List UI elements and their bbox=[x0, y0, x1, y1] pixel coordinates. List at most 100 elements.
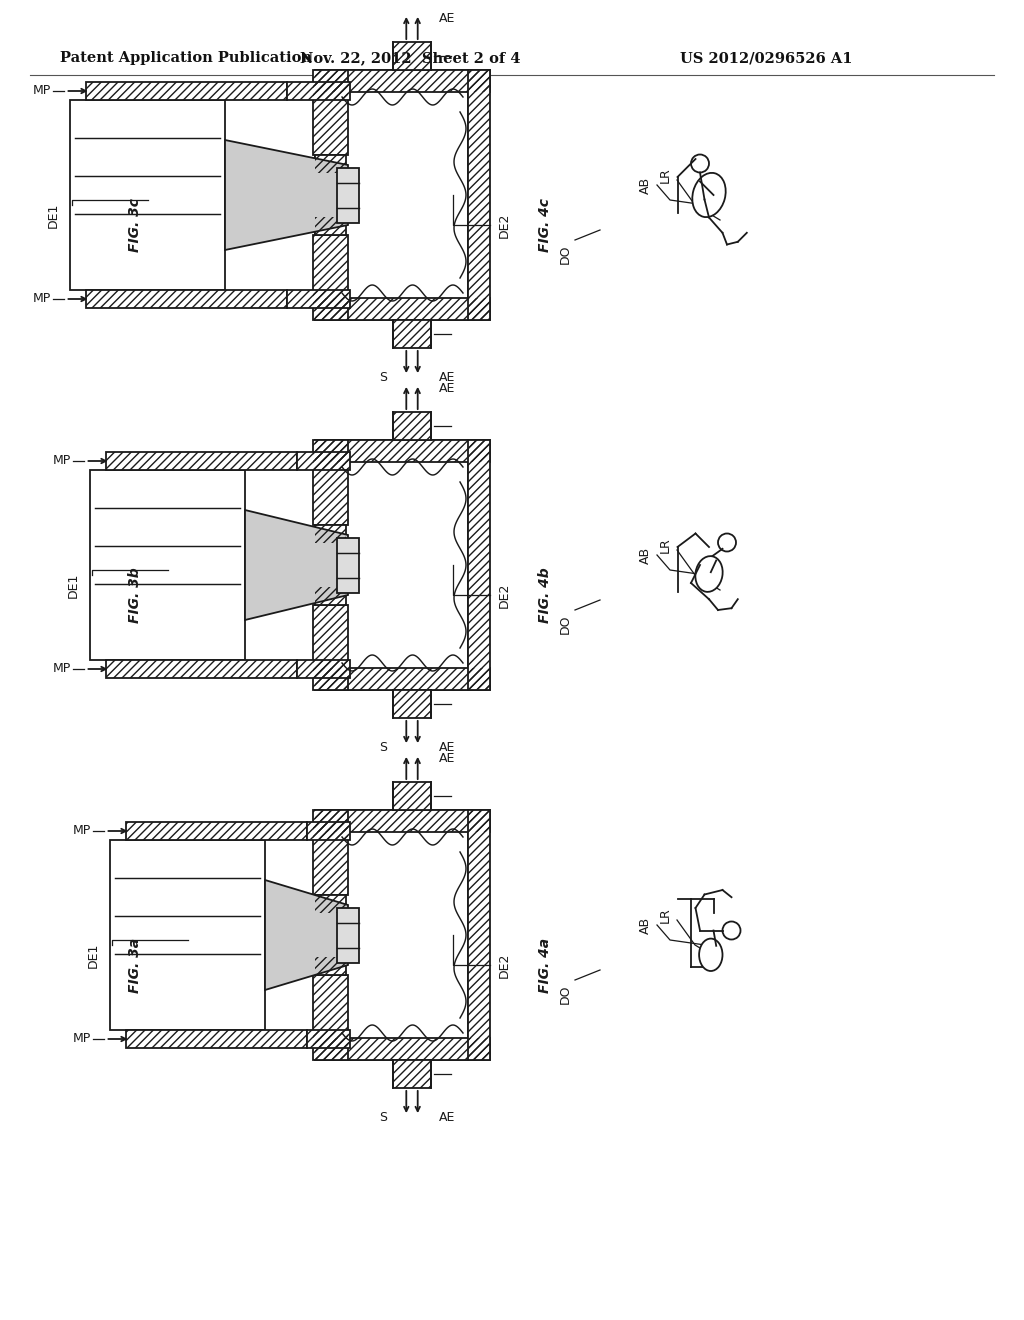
Bar bbox=[105, 451, 297, 470]
Circle shape bbox=[691, 154, 709, 173]
Bar bbox=[105, 451, 297, 470]
Bar bbox=[287, 82, 350, 100]
Bar bbox=[70, 100, 225, 290]
Bar bbox=[287, 82, 350, 100]
Bar bbox=[313, 440, 348, 525]
Text: FIG. 3b: FIG. 3b bbox=[128, 568, 142, 623]
Text: AB: AB bbox=[639, 916, 651, 933]
Bar bbox=[105, 660, 297, 678]
Bar bbox=[313, 235, 348, 319]
Bar bbox=[393, 1060, 431, 1088]
Ellipse shape bbox=[695, 556, 723, 591]
Polygon shape bbox=[265, 880, 348, 990]
Bar bbox=[315, 440, 468, 690]
Text: LR: LR bbox=[658, 168, 672, 183]
Bar bbox=[85, 82, 287, 100]
Text: MP: MP bbox=[73, 825, 90, 837]
Text: DE2: DE2 bbox=[498, 952, 511, 978]
Bar bbox=[126, 1030, 306, 1048]
Bar bbox=[315, 298, 490, 319]
Bar bbox=[315, 1038, 490, 1060]
Bar bbox=[315, 668, 490, 690]
Bar bbox=[313, 975, 348, 1060]
Bar bbox=[297, 451, 350, 470]
Text: LR: LR bbox=[658, 537, 672, 553]
Bar bbox=[313, 70, 348, 154]
Bar bbox=[337, 168, 359, 223]
Bar bbox=[315, 957, 346, 975]
Bar bbox=[315, 216, 346, 235]
Bar bbox=[313, 605, 348, 690]
Text: MP: MP bbox=[52, 663, 71, 676]
Bar bbox=[393, 42, 431, 70]
Bar bbox=[90, 470, 245, 660]
Bar bbox=[393, 781, 431, 810]
Bar bbox=[315, 525, 346, 543]
Text: S: S bbox=[379, 741, 387, 754]
Text: Patent Application Publication: Patent Application Publication bbox=[60, 51, 312, 65]
Text: Nov. 22, 2012  Sheet 2 of 4: Nov. 22, 2012 Sheet 2 of 4 bbox=[300, 51, 520, 65]
Bar bbox=[393, 42, 431, 70]
Bar bbox=[393, 690, 431, 718]
Text: DE1: DE1 bbox=[87, 942, 100, 968]
Bar bbox=[306, 1030, 350, 1048]
Bar bbox=[315, 154, 346, 173]
Bar bbox=[393, 781, 431, 810]
Bar bbox=[315, 810, 490, 832]
Text: AB: AB bbox=[639, 546, 651, 564]
Text: MP: MP bbox=[52, 454, 71, 467]
Bar bbox=[315, 668, 490, 690]
Bar bbox=[306, 1030, 350, 1048]
Text: FIG. 3a: FIG. 3a bbox=[128, 937, 142, 993]
Bar bbox=[315, 957, 346, 975]
Bar bbox=[287, 290, 350, 308]
Text: MP: MP bbox=[32, 293, 50, 305]
Bar bbox=[315, 216, 346, 235]
Bar bbox=[393, 412, 431, 440]
Bar bbox=[110, 840, 265, 1030]
Bar bbox=[126, 822, 306, 840]
Text: FIG. 4a: FIG. 4a bbox=[538, 937, 552, 993]
Bar bbox=[313, 605, 348, 690]
Bar bbox=[315, 70, 490, 92]
Text: AE: AE bbox=[439, 752, 456, 766]
Text: DE2: DE2 bbox=[498, 582, 511, 607]
Bar bbox=[313, 975, 348, 1060]
Bar bbox=[337, 539, 359, 593]
Text: AB: AB bbox=[639, 177, 651, 194]
Text: AE: AE bbox=[439, 741, 456, 754]
Text: DE1: DE1 bbox=[47, 202, 60, 227]
Bar bbox=[85, 290, 287, 308]
Bar bbox=[468, 810, 490, 1060]
Bar bbox=[315, 587, 346, 605]
Text: DE1: DE1 bbox=[67, 573, 80, 598]
Bar bbox=[315, 440, 490, 462]
Text: FIG. 4b: FIG. 4b bbox=[538, 568, 552, 623]
Text: AE: AE bbox=[439, 371, 456, 384]
Bar bbox=[315, 810, 468, 1060]
Bar bbox=[315, 1038, 490, 1060]
Bar bbox=[468, 70, 490, 319]
Text: MP: MP bbox=[32, 84, 50, 98]
Bar bbox=[393, 319, 431, 348]
Bar bbox=[393, 1060, 431, 1088]
Text: DO: DO bbox=[558, 615, 571, 635]
Text: DO: DO bbox=[558, 246, 571, 264]
Circle shape bbox=[718, 533, 736, 552]
Polygon shape bbox=[225, 140, 348, 249]
Text: S: S bbox=[379, 371, 387, 384]
Bar bbox=[468, 810, 490, 1060]
Text: AE: AE bbox=[439, 12, 456, 25]
Bar bbox=[337, 908, 359, 964]
Bar bbox=[393, 690, 431, 718]
Bar bbox=[313, 810, 348, 895]
Text: AE: AE bbox=[439, 1111, 456, 1125]
Ellipse shape bbox=[699, 939, 723, 972]
Text: S: S bbox=[379, 1111, 387, 1125]
Bar bbox=[313, 440, 348, 525]
Bar bbox=[315, 525, 346, 543]
Text: AE: AE bbox=[439, 383, 456, 396]
Text: MP: MP bbox=[73, 1032, 90, 1045]
Bar bbox=[315, 895, 346, 913]
Bar bbox=[315, 154, 346, 173]
